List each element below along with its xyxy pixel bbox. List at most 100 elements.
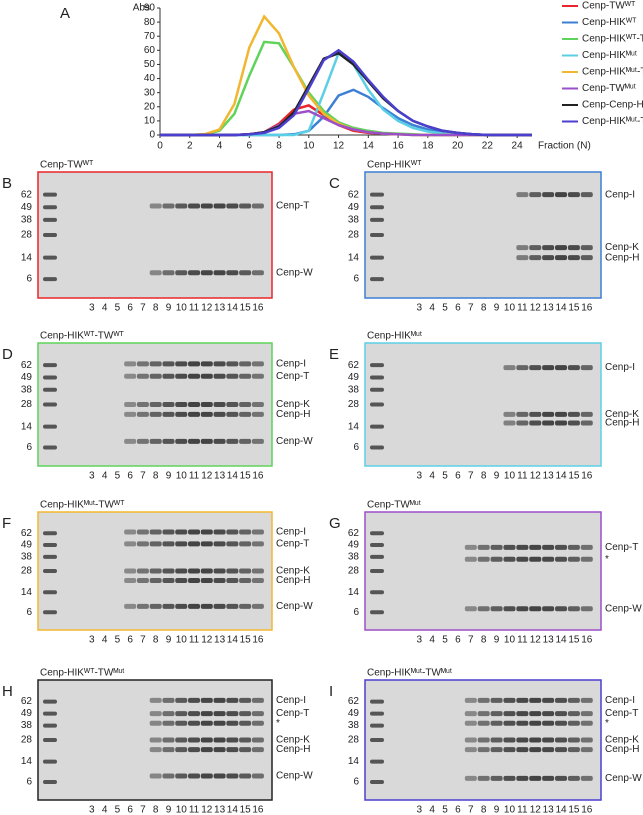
gel-band (188, 203, 201, 209)
gel-band (226, 203, 239, 209)
marker-label: 14 (348, 756, 360, 767)
gel-band (175, 711, 188, 717)
gel-band (136, 361, 149, 367)
gel-band (529, 720, 542, 726)
gel-band (162, 402, 175, 407)
ladder-band (370, 255, 384, 260)
gel-band (567, 245, 580, 251)
gel-band (226, 720, 239, 726)
gel-band (490, 775, 503, 781)
gel-band (149, 541, 162, 547)
gel-band (251, 737, 264, 743)
legend-label: Cenp-HIKᵂᵀ (582, 17, 637, 28)
gel-band (477, 606, 490, 612)
gel-band (516, 606, 529, 612)
y-tick-label: 60 (144, 45, 156, 56)
legend-label: Cenp-TWᵂᵀ (582, 1, 636, 12)
gel-band (149, 361, 162, 367)
band-label: Cenp-T (605, 542, 638, 553)
lane-number: 8 (481, 471, 487, 482)
gel-band (542, 411, 555, 417)
band-label: Cenp-T (276, 201, 309, 212)
x-tick-label: 4 (217, 141, 223, 152)
ladder-band (370, 780, 384, 784)
gel-band (529, 711, 542, 717)
gel-band (188, 438, 201, 444)
y-tick-label: 10 (144, 116, 156, 127)
ladder-band (43, 759, 57, 764)
ladder-band (370, 402, 384, 407)
marker-label: 38 (348, 720, 360, 731)
series-line (160, 51, 532, 137)
gel-band (490, 747, 503, 753)
panel-letter: H (2, 683, 13, 700)
gel-band (580, 365, 593, 371)
gel-band (529, 775, 542, 781)
lane-number: 4 (102, 303, 108, 314)
gel-band (516, 711, 529, 717)
gel-band (464, 556, 477, 562)
gel-band (490, 720, 503, 726)
gel-band (213, 773, 226, 779)
gel-band (239, 438, 252, 444)
gel-band (251, 270, 264, 276)
marker-label: 49 (21, 202, 33, 213)
marker-label: 28 (21, 566, 33, 577)
gel-band (529, 556, 542, 562)
gel-band (149, 568, 162, 574)
ladder-band (370, 738, 384, 742)
gel-band (188, 737, 201, 743)
gel-band (580, 775, 593, 781)
gel-band (200, 402, 213, 407)
y-axis-label: Abs (133, 3, 150, 14)
band-label: * (605, 718, 609, 729)
lane-number: 7 (468, 303, 474, 314)
gel-band (162, 773, 175, 779)
gel-band (542, 192, 555, 198)
band-label: Cenp-K (276, 399, 310, 410)
gel-band (162, 603, 175, 609)
lane-number: 12 (530, 303, 542, 314)
gel-band (516, 255, 529, 261)
gel-image (364, 342, 602, 467)
gel-band (149, 737, 162, 743)
ladder-band (43, 723, 57, 728)
marker-label: 62 (21, 189, 33, 200)
marker-label: 28 (21, 399, 33, 410)
lane-number: 8 (481, 303, 487, 314)
x-tick-label: 14 (363, 141, 375, 152)
gel-band (555, 737, 568, 743)
lane-number: 11 (189, 303, 200, 314)
legend-label: Cenp-HIKᵂᵀ-TWᵂᵀ (582, 34, 643, 45)
marker-label: 38 (21, 720, 33, 731)
gel-band (529, 544, 542, 550)
marker-label: 38 (348, 384, 360, 395)
gel-band (226, 577, 239, 583)
gel-band (464, 775, 477, 781)
marker-label: 62 (348, 528, 360, 539)
gel-band (213, 270, 226, 276)
gel-band (200, 747, 213, 753)
gel-band (200, 737, 213, 743)
gel-band (239, 529, 252, 535)
gel-band (529, 245, 542, 251)
gel-band (542, 775, 555, 781)
lane-number: 6 (455, 471, 461, 482)
gel-band (175, 568, 188, 574)
lane-number: 13 (543, 805, 555, 815)
band-label: Cenp-I (276, 359, 306, 370)
gel-band (213, 438, 226, 444)
band-label: Cenp-W (605, 603, 642, 614)
ladder-band (43, 554, 57, 559)
gel-band (175, 541, 188, 547)
marker-label: 14 (348, 421, 360, 432)
gel-band (188, 697, 201, 703)
lane-number: 9 (166, 303, 172, 314)
ladder-band (43, 402, 57, 407)
band-label: Cenp-W (276, 771, 313, 782)
panel-letter: G (329, 515, 341, 532)
gel-band (149, 438, 162, 444)
lane-number: 4 (429, 805, 435, 815)
lane-number: 15 (568, 805, 580, 815)
lane-number: 4 (429, 471, 435, 482)
